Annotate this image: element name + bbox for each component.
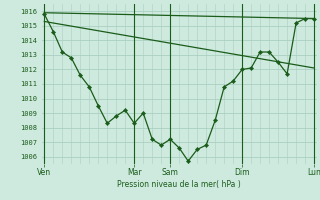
X-axis label: Pression niveau de la mer( hPa ): Pression niveau de la mer( hPa ) [117, 180, 241, 189]
